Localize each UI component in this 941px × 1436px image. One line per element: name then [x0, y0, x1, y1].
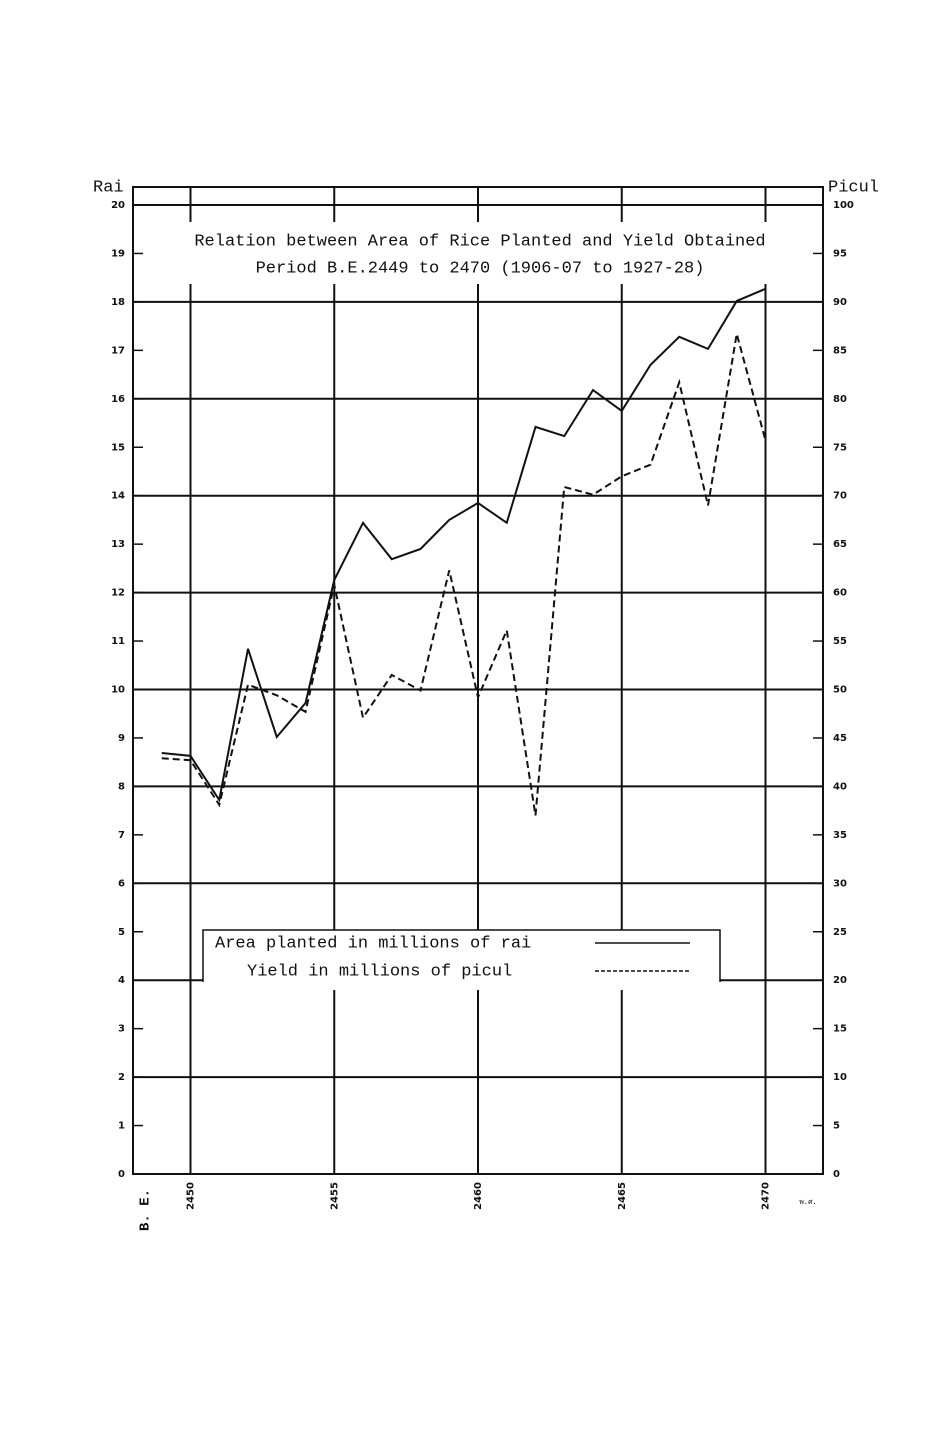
- y2-tick-label: 25: [833, 927, 847, 938]
- y2-tick-label: 45: [833, 733, 847, 744]
- y-tick-label: 12: [111, 588, 125, 599]
- y-tick-label: 11: [111, 636, 125, 647]
- y2-tick-label: 90: [833, 297, 847, 308]
- y2-tick-label: 15: [833, 1024, 847, 1035]
- y2-tick-label: 10: [833, 1072, 847, 1083]
- y-tick-label: 15: [111, 442, 125, 453]
- x-axis-label-right: พ.ศ.: [799, 1199, 816, 1207]
- x-tick-label: 2465: [617, 1182, 628, 1210]
- y-tick-label: 2: [118, 1072, 125, 1083]
- series-line: [161, 287, 766, 803]
- y2-tick-label: 30: [833, 878, 847, 889]
- y2-tick-label: 75: [833, 442, 847, 453]
- x-axis-label: B. E.: [138, 1189, 154, 1231]
- legend: Area planted in millions of rai Yield in …: [202, 929, 721, 990]
- y-tick-label: 4: [118, 975, 125, 986]
- y-tick-label: 17: [111, 345, 125, 356]
- y2-tick-label: 100: [833, 200, 854, 211]
- y2-tick-label: 65: [833, 539, 847, 550]
- y-tick-label: 19: [111, 248, 125, 259]
- y-tick-label: 8: [118, 781, 125, 792]
- chart-title: Relation between Area of Rice Planted an…: [194, 232, 765, 251]
- y2-tick-label: 55: [833, 636, 847, 647]
- y2-tick-label: 0: [833, 1169, 840, 1180]
- legend-label: Yield in millions of picul: [247, 962, 512, 981]
- y2-tick-label: 5: [833, 1121, 840, 1132]
- y-tick-label: 14: [111, 491, 125, 502]
- y-tick-label: 5: [118, 927, 125, 938]
- x-tick-label: 2470: [761, 1182, 772, 1210]
- y2-tick-label: 70: [833, 491, 847, 502]
- y2-axis-label: Picul: [828, 178, 879, 197]
- x-tick-label: 2455: [329, 1182, 340, 1210]
- y-tick-label: 13: [111, 539, 125, 550]
- legend-box: [202, 929, 721, 982]
- title-backdrop: [150, 222, 810, 284]
- y2-tick-label: 35: [833, 830, 847, 841]
- y-tick-label: 0: [118, 1169, 125, 1180]
- grid-group: [133, 187, 823, 1175]
- y-tick-label: 3: [118, 1024, 125, 1035]
- y2-tick-label: 85: [833, 345, 847, 356]
- y-tick-label: 1: [118, 1121, 125, 1132]
- y-tick-label: 6: [118, 878, 125, 889]
- y2-tick-label: 60: [833, 588, 847, 599]
- y2-tick-label: 50: [833, 685, 847, 696]
- legend-backdrop: [203, 930, 720, 990]
- series-line: [161, 333, 767, 816]
- y-tick-label: 16: [111, 394, 125, 405]
- y2-tick-label: 40: [833, 781, 847, 792]
- x-tick-label: 2460: [473, 1182, 484, 1210]
- y2-tick-label: 95: [833, 248, 847, 259]
- x-tick-label: 2450: [186, 1182, 197, 1210]
- y-tick-label: 20: [111, 200, 125, 211]
- y2-tick-label: 80: [833, 394, 847, 405]
- y-axis-label: Rai: [93, 178, 124, 197]
- y-tick-label: 7: [118, 830, 125, 841]
- y-tick-label: 9: [118, 733, 125, 744]
- chart-subtitle: Period B.E.2449 to 2470 (1906-07 to 1927…: [256, 259, 705, 278]
- y-tick-label: 18: [111, 297, 125, 308]
- y-tick-label: 10: [111, 685, 125, 696]
- legend-label: Area planted in millions of rai: [215, 934, 531, 953]
- y2-tick-label: 20: [833, 975, 847, 986]
